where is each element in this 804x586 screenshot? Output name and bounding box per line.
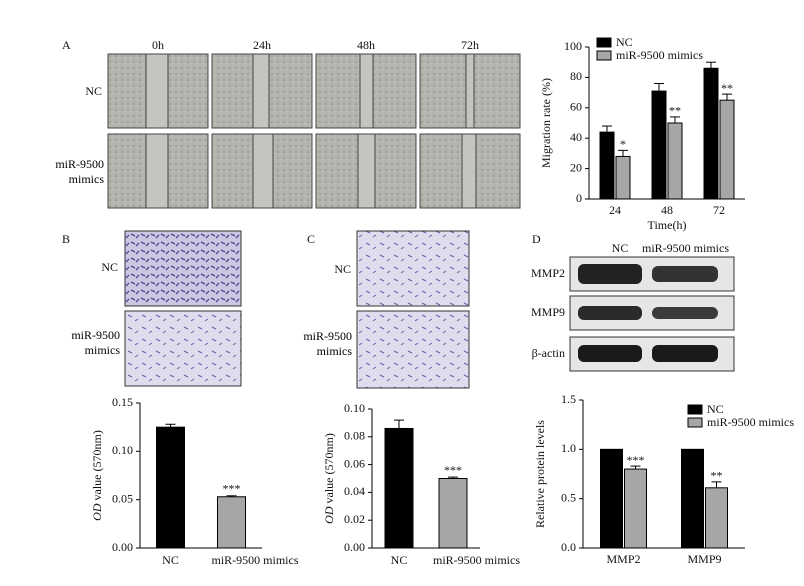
legend-label: NC [707,402,724,416]
panel-letter: A [62,38,71,52]
legend-label: NC [616,35,633,49]
y-tick-label: 0.04 [344,484,365,498]
legend-swatch [687,404,703,415]
bar [600,448,623,549]
panel-letter: D [532,232,541,246]
y-tick-label: 0.06 [344,456,365,470]
bar [156,426,185,549]
significance: ** [669,104,681,118]
bar [651,90,667,200]
y-tick-label: 80 [570,69,582,83]
western-blot [569,256,735,372]
band-label: MMP2 [531,266,565,280]
legend-swatch [687,417,703,428]
bar [681,448,704,549]
y-tick-label: 0.10 [112,443,133,457]
y-tick-label: 0.5 [561,490,576,504]
time-label: 0h [152,38,164,52]
y-axis-label: OD value (570nm) [90,430,104,521]
significance: * [620,137,626,151]
bar [217,496,246,549]
bar [667,122,683,200]
bar [703,67,719,200]
panel-letter: B [62,232,70,246]
row-label: miR-9500 mimics [303,329,352,358]
legend-swatch [596,50,612,61]
row-label: NC [85,84,102,98]
row-label: miR-9500 mimics [71,328,120,357]
bar [615,155,631,200]
panel-letter: C [307,232,315,246]
bar [624,468,647,549]
y-tick-label: 0.0 [561,540,576,554]
y-label-text: value (570nm) [322,433,336,503]
x-tick-label: 72 [713,203,725,217]
significance: ** [711,469,723,483]
lane-label: miR-9500 mimics [642,241,729,255]
bar [438,478,468,549]
y-tick-label: 60 [570,100,582,114]
bar [719,99,735,200]
scratch-images [107,53,521,209]
y-tick-label: 0.02 [344,512,365,526]
legend-label: miR-9500 mimics [707,415,794,429]
time-label: 48h [357,38,375,52]
transwell-image [124,310,242,387]
significance: *** [223,482,241,496]
x-tick-label: MMP2 [606,552,640,566]
y-tick-label: 0.05 [112,491,133,505]
band-label: MMP9 [531,305,565,319]
y-axis-label: Migration rate (%) [539,78,553,168]
y-tick-label: 0.15 [112,395,133,409]
row-label-box: miR-9500 mimics [303,329,352,358]
y-tick-label: 0.08 [344,429,365,443]
y-label-text: Relative protein levels [533,420,547,528]
bar [705,487,728,549]
significance: *** [627,453,645,467]
x-tick-label: NC [162,553,179,567]
y-tick-label: 0.00 [344,540,365,554]
transwell-image [124,230,242,307]
x-tick-label: miR-9500 mimics [433,553,520,567]
transwell-image [356,230,470,307]
transwell-image [356,310,470,389]
y-tick-label: 100 [564,39,582,53]
y-label-text: Migration rate (%) [539,78,553,168]
time-label: 72h [461,38,479,52]
y-label-italic: OD [90,503,104,521]
lane-label: NC [612,241,629,255]
x-tick-label: NC [391,553,408,567]
y-label-italic: OD [322,506,336,524]
significance: ** [721,81,733,95]
y-tick-label: 0.00 [112,540,133,554]
y-tick-label: 20 [570,160,582,174]
y-tick-label: 0 [576,191,582,205]
x-tick-label: MMP9 [687,552,721,566]
x-axis-label: Time(h) [648,218,687,232]
y-label-text: value (570nm) [90,430,104,500]
y-axis-label: OD value (570nm) [322,433,336,524]
row-label-box: miR-9500 mimics [71,328,120,357]
time-label: 24h [253,38,271,52]
x-tick-label: 24 [609,203,621,217]
y-axis-label: Relative protein levels [533,420,547,528]
legend-label: miR-9500 mimics [616,48,703,62]
x-tick-label: 48 [661,203,673,217]
bar [599,131,615,200]
band-label: β-actin [532,346,565,360]
significance: *** [444,463,462,477]
x-tick-label: miR-9500 mimics [212,553,299,567]
row-label: NC [334,262,351,276]
row-label-box: miR-9500 mimics [55,157,104,186]
bar [384,427,414,549]
y-tick-label: 1.5 [561,392,576,406]
legend-swatch [596,37,612,48]
y-tick-label: 1.0 [561,441,576,455]
y-tick-label: 40 [570,130,582,144]
row-label: miR-9500 mimics [55,157,104,186]
y-tick-label: 0.10 [344,401,365,415]
row-label: NC [101,260,118,274]
